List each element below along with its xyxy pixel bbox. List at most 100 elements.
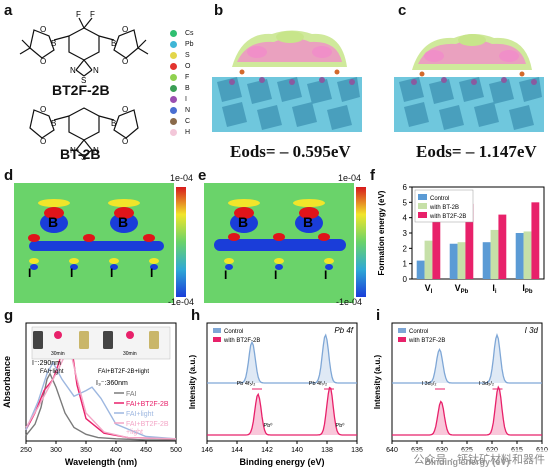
atom-label: I xyxy=(324,268,327,282)
panel-label: e xyxy=(198,167,207,184)
panel-label: a xyxy=(4,2,13,19)
atom-label: B xyxy=(303,214,313,230)
x-axis-label: Binding energy (eV) xyxy=(239,457,324,467)
panel-c: c Eods= – 1.147eV xyxy=(372,0,554,165)
charge-density-map-e: B B I I I xyxy=(204,183,354,303)
legend-entry: Pb xyxy=(170,39,210,50)
legend-label: S xyxy=(185,52,190,59)
x-tick-label: Ii xyxy=(492,283,497,295)
x-tick-label: 140 xyxy=(291,447,303,454)
x-tick-label: 138 xyxy=(321,447,333,454)
vial xyxy=(103,331,113,349)
legend-label: Control xyxy=(409,329,428,335)
y-tick-label: 0 xyxy=(403,275,408,284)
y-tick-label: 5 xyxy=(403,198,408,207)
inset-time-label: 30min xyxy=(123,351,137,357)
atom-label: O xyxy=(40,25,46,34)
panel-h: h 146 144 142 140 138 136 Binding energy (eV) I… xyxy=(185,305,370,472)
molecule-bt-2b: B B O O O O N N S xyxy=(29,105,139,160)
colorbar-min: -1e-04 xyxy=(168,297,195,307)
legend-dot xyxy=(170,41,177,48)
bar xyxy=(424,240,433,279)
structure-render-c xyxy=(394,34,544,132)
series-line xyxy=(25,372,176,441)
legend-label: N xyxy=(185,107,191,114)
colorbar-d xyxy=(176,187,186,297)
panel-label: h xyxy=(191,307,201,324)
y-axis-label: Formation energy (eV) xyxy=(377,190,386,275)
bar xyxy=(498,214,507,279)
atom-label: I xyxy=(28,266,31,280)
panel-label: g xyxy=(4,307,14,324)
atom-label: S xyxy=(81,76,86,83)
x-tick-label: IPb xyxy=(522,283,533,295)
atom-label: O xyxy=(122,105,128,114)
panel-e: e B B I I I 1e-04 -1e-04 xyxy=(198,165,368,307)
panel-label: b xyxy=(214,2,224,19)
atom-label: B xyxy=(51,119,56,128)
atom-label: F xyxy=(76,10,81,19)
peak-label: Pb 4f₇/₂ xyxy=(309,381,327,387)
annotation: I⁻:290nm xyxy=(32,360,61,367)
atom-label: B xyxy=(51,39,56,48)
panel-a: a F F B B O O O O N N S BT2F-2B xyxy=(0,0,165,162)
x-axis-label: Wavelength (nm) xyxy=(65,457,137,467)
watermark: 公众号 · 钙钛矿材料和器件 xyxy=(410,450,548,468)
legend: Control with BT-2B with BT2F-2B xyxy=(414,189,474,223)
legend-label: Control xyxy=(430,196,449,202)
y-tick-label: 6 xyxy=(403,183,408,192)
x-tick-label: 640 xyxy=(386,447,398,454)
legend-swatch xyxy=(398,328,406,333)
molecule-bt2f-2b: F F B B O O O O N N S xyxy=(19,10,149,83)
panel-b: b Cs Pb S O F B I N C H Eods= – 0.595eV xyxy=(168,0,368,165)
colorbar-max: 1e-04 xyxy=(338,173,362,183)
formation-energy-chart: 0 1 2 3 4 5 6 Formation energy (eV) VI VPb Ii IPb Co… xyxy=(377,183,545,295)
plot-frame xyxy=(206,322,358,442)
spectrum-line xyxy=(207,386,357,436)
bar xyxy=(465,203,474,279)
atom-label: I xyxy=(224,268,227,282)
legend-entry: C xyxy=(170,116,210,127)
bar xyxy=(490,229,499,279)
legend-swatch xyxy=(418,212,427,218)
plot-frame xyxy=(25,322,177,442)
legend-swatch xyxy=(418,194,427,200)
atom-label: B xyxy=(118,214,128,230)
peak-fill xyxy=(392,387,542,435)
legend-label: FAI+light xyxy=(126,411,153,418)
legend-dot xyxy=(170,74,177,81)
legend-entry: H xyxy=(170,127,210,138)
atom-label: O xyxy=(122,57,128,66)
atom-label: N xyxy=(70,146,76,155)
panel-label: i xyxy=(376,307,381,324)
y-axis-label: Intensity (a.u.) xyxy=(188,355,197,410)
atom-label: I xyxy=(110,266,113,280)
vial xyxy=(33,331,43,349)
panel-label: f xyxy=(370,167,375,184)
y-tick-label: 3 xyxy=(403,229,408,238)
y-axis-label: Intensity (a.u.) xyxy=(373,355,382,410)
panel-f: f 0 1 2 3 4 5 6 Formation energy (eV) VI VPb Ii IPb… xyxy=(370,165,554,305)
bar xyxy=(515,233,524,279)
panel-label: d xyxy=(4,167,14,184)
vial xyxy=(79,331,89,349)
atom-label: B xyxy=(238,214,248,230)
x-tick-label: 500 xyxy=(170,447,182,454)
y-axis-label: Absorbance xyxy=(2,356,12,408)
colorbar-e xyxy=(356,187,366,297)
x-tick-label: 300 xyxy=(50,447,62,454)
legend-label: C xyxy=(185,118,191,125)
bar xyxy=(416,260,425,279)
light-icon xyxy=(126,331,134,339)
colorbar-min: -1e-04 xyxy=(336,297,363,307)
vial xyxy=(149,331,159,349)
legend-swatch xyxy=(398,337,406,342)
legend-dot xyxy=(170,63,177,70)
atom-label: I xyxy=(274,268,277,282)
annotation: I₃⁻:360nm xyxy=(96,380,128,387)
peak-label: Pb⁰ xyxy=(264,422,274,429)
atom-label: O xyxy=(40,105,46,114)
bar xyxy=(432,220,441,279)
adsorption-energy-c: Eods= – 1.147eV xyxy=(416,142,537,161)
adsorption-energy-b: Eods= – 0.595eV xyxy=(230,142,351,161)
